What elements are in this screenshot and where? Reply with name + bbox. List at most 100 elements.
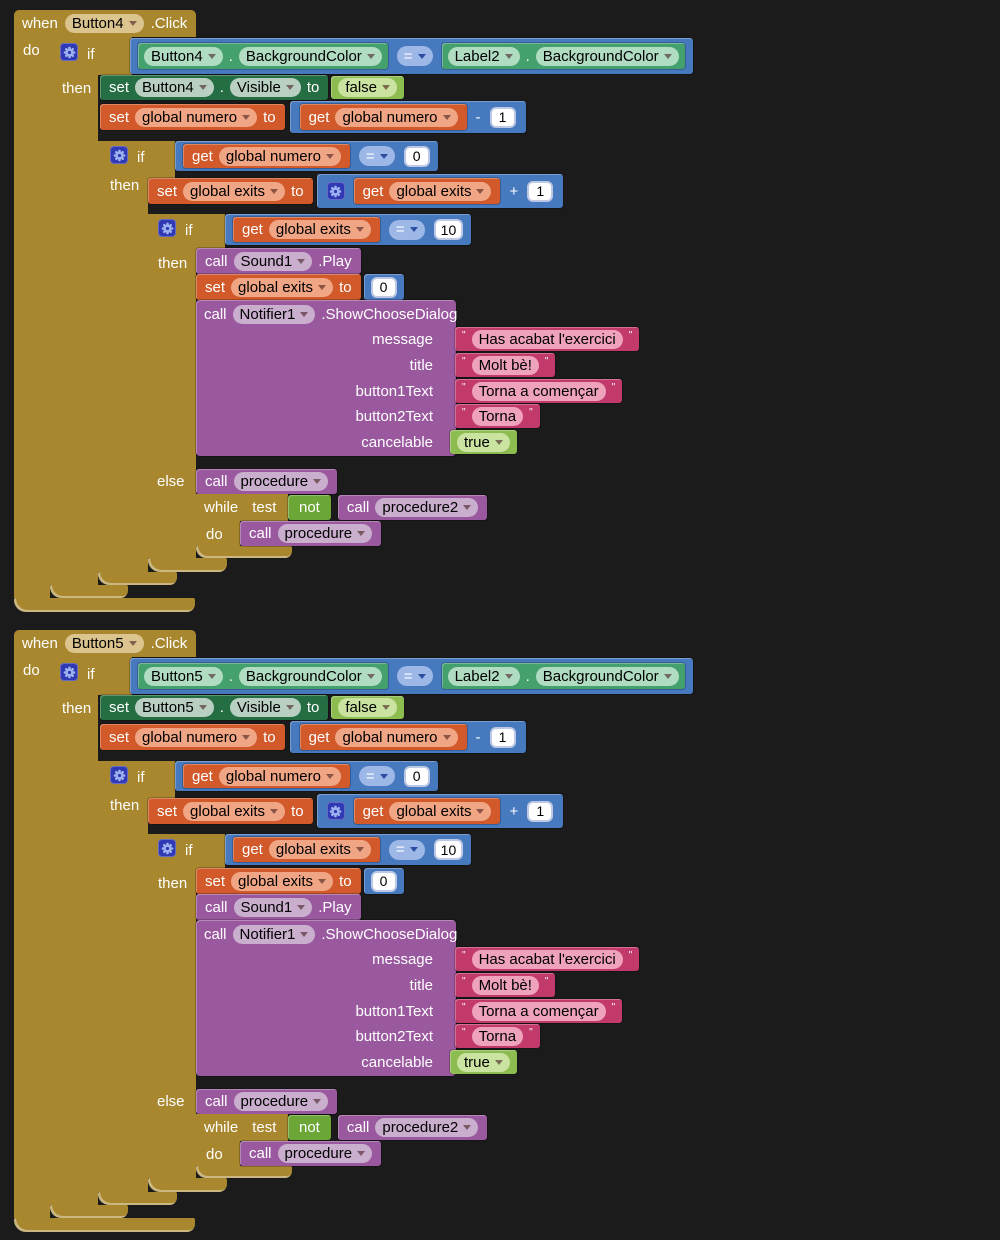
procedure-dropdown[interactable]: procedure2 xyxy=(375,498,479,517)
operator-dropdown[interactable]: = xyxy=(388,839,425,860)
component-dropdown[interactable]: Label2 xyxy=(447,666,520,686)
call-procedure-block[interactable]: call procedure xyxy=(196,469,338,494)
notifier-body[interactable] xyxy=(196,300,456,456)
text-string-block[interactable]: " Torna " xyxy=(455,1024,540,1048)
while-head[interactable]: while test xyxy=(196,494,288,521)
get-variable-block[interactable]: get global numero xyxy=(183,144,350,168)
property-dropdown[interactable]: BackgroundColor xyxy=(238,46,382,66)
equals-block[interactable]: Button5 . BackgroundColor = Label2 . Bac… xyxy=(130,658,693,694)
set-property-block[interactable]: set Button4 . Visible to xyxy=(100,75,329,100)
if2-bottom-bar[interactable] xyxy=(98,572,177,585)
logic-false-block[interactable]: false xyxy=(331,696,405,719)
call-procedure2-block[interactable]: call procedure2 xyxy=(337,1115,488,1140)
if3-spine[interactable] xyxy=(148,214,196,558)
if1-bottom-bar[interactable] xyxy=(50,585,128,598)
text-value[interactable]: Torna a començar xyxy=(471,381,606,401)
component-dropdown[interactable]: Notifier1 xyxy=(232,924,316,944)
operator-dropdown[interactable]: = xyxy=(358,766,395,786)
number-field[interactable]: 0 xyxy=(370,276,397,298)
text-string-block[interactable]: " Molt bè! " xyxy=(455,973,556,997)
text-value[interactable]: Torna xyxy=(471,1026,524,1046)
logic-false-block[interactable]: false xyxy=(331,76,405,99)
text-string-block[interactable]: " Torna " xyxy=(455,404,540,428)
get-variable-block[interactable]: get global exits xyxy=(353,798,501,824)
property-getter-block[interactable]: Label2 . BackgroundColor xyxy=(441,663,685,689)
mutator-gear-icon[interactable] xyxy=(60,43,78,61)
when-bottom-bar[interactable] xyxy=(14,598,195,612)
logic-dropdown[interactable]: true xyxy=(457,432,510,452)
variable-dropdown[interactable]: global exits xyxy=(389,181,492,201)
when-spine[interactable] xyxy=(14,657,50,1218)
component-dropdown[interactable]: Button5 xyxy=(144,666,223,686)
mutator-gear-icon[interactable] xyxy=(110,146,128,164)
component-dropdown[interactable]: Sound1 xyxy=(233,251,313,271)
number-field[interactable]: 1 xyxy=(489,726,516,748)
if1-bottom-bar[interactable] xyxy=(50,1205,128,1218)
get-variable-block[interactable]: get global exits xyxy=(233,837,380,862)
logic-true-block[interactable]: true xyxy=(450,1050,517,1074)
call-procedure-block[interactable]: call procedure xyxy=(240,1141,382,1166)
variable-dropdown[interactable]: global numero xyxy=(218,766,341,786)
logic-not-block[interactable]: not xyxy=(288,495,331,520)
variable-dropdown[interactable]: global exits xyxy=(183,181,286,201)
number-field[interactable]: 1 xyxy=(527,800,554,822)
while-bottom-bar[interactable] xyxy=(196,546,292,558)
procedure-dropdown[interactable]: procedure xyxy=(233,1092,329,1111)
call-procedure2-block[interactable]: call procedure2 xyxy=(337,495,488,520)
call-procedure-block[interactable]: call procedure xyxy=(240,521,382,546)
number-field[interactable]: 0 xyxy=(403,765,430,787)
text-string-block[interactable]: " Torna a començar " xyxy=(455,379,623,403)
add-block[interactable]: get global exits + 1 xyxy=(316,794,564,828)
text-value[interactable]: Has acabat l'exercici xyxy=(471,949,623,969)
text-string-block[interactable]: " Torna a començar " xyxy=(455,999,623,1023)
mutator-gear-icon[interactable] xyxy=(326,182,345,200)
add-block[interactable]: get global exits + 1 xyxy=(316,174,564,208)
if3-bottom-bar[interactable] xyxy=(148,558,227,572)
number-field[interactable]: 10 xyxy=(433,839,464,860)
subtract-block[interactable]: get global numero - 1 xyxy=(289,101,526,133)
component-dropdown[interactable]: Button4 xyxy=(64,14,144,33)
call-sound-play-block[interactable]: call Sound1 .Play xyxy=(196,248,361,274)
logic-dropdown[interactable]: false xyxy=(338,698,398,717)
logic-true-block[interactable]: true xyxy=(450,430,517,454)
while-spine[interactable] xyxy=(196,521,240,546)
variable-dropdown[interactable]: global numero xyxy=(135,107,258,127)
get-variable-block[interactable]: get global numero xyxy=(299,104,467,130)
variable-dropdown[interactable]: global exits xyxy=(389,801,492,821)
get-variable-block[interactable]: get global exits xyxy=(233,217,380,242)
number-field[interactable]: 10 xyxy=(433,219,464,240)
notifier-call-block[interactable]: call Notifier1 .ShowChooseDialog message… xyxy=(196,300,676,456)
if3-spine[interactable] xyxy=(148,834,196,1178)
logic-dropdown[interactable]: false xyxy=(338,78,398,97)
mutator-gear-icon[interactable] xyxy=(110,766,128,784)
component-dropdown[interactable]: Button4 xyxy=(135,78,214,97)
component-dropdown[interactable]: Button5 xyxy=(135,698,214,717)
equals-block[interactable]: Button4 . BackgroundColor = Label2 . Bac… xyxy=(130,38,693,74)
mutator-gear-icon[interactable] xyxy=(158,839,176,857)
property-dropdown[interactable]: Visible xyxy=(229,698,301,717)
variable-dropdown[interactable]: global exits xyxy=(231,871,334,891)
mutator-gear-icon[interactable] xyxy=(158,219,176,237)
set-variable-block[interactable]: set global numero to xyxy=(100,104,285,130)
when-header[interactable]: when Button5 .Click xyxy=(14,630,196,657)
variable-dropdown[interactable]: global exits xyxy=(268,840,371,859)
component-dropdown[interactable]: Button5 xyxy=(64,634,144,653)
set-variable-block[interactable]: set global exits to xyxy=(148,178,313,204)
text-string-block[interactable]: " Molt bè! " xyxy=(455,353,556,377)
get-variable-block[interactable]: get global exits xyxy=(353,178,501,204)
property-dropdown[interactable]: BackgroundColor xyxy=(238,666,382,686)
variable-dropdown[interactable]: global exits xyxy=(268,220,371,239)
number-field[interactable]: 0 xyxy=(403,145,430,167)
operator-dropdown[interactable]: = xyxy=(396,46,433,66)
mutator-gear-icon[interactable] xyxy=(60,663,78,681)
component-dropdown[interactable]: Button4 xyxy=(144,46,223,66)
if2-bottom-bar[interactable] xyxy=(98,1192,177,1205)
set-variable-block[interactable]: set global exits to xyxy=(196,868,361,894)
set-variable-block[interactable]: set global numero to xyxy=(100,724,285,750)
procedure-dropdown[interactable]: procedure xyxy=(277,524,373,543)
procedure-dropdown[interactable]: procedure xyxy=(233,472,329,491)
procedure-dropdown[interactable]: procedure xyxy=(277,1144,373,1163)
text-string-block[interactable]: " Has acabat l'exercici " xyxy=(455,947,640,971)
get-variable-block[interactable]: get global numero xyxy=(299,724,467,750)
